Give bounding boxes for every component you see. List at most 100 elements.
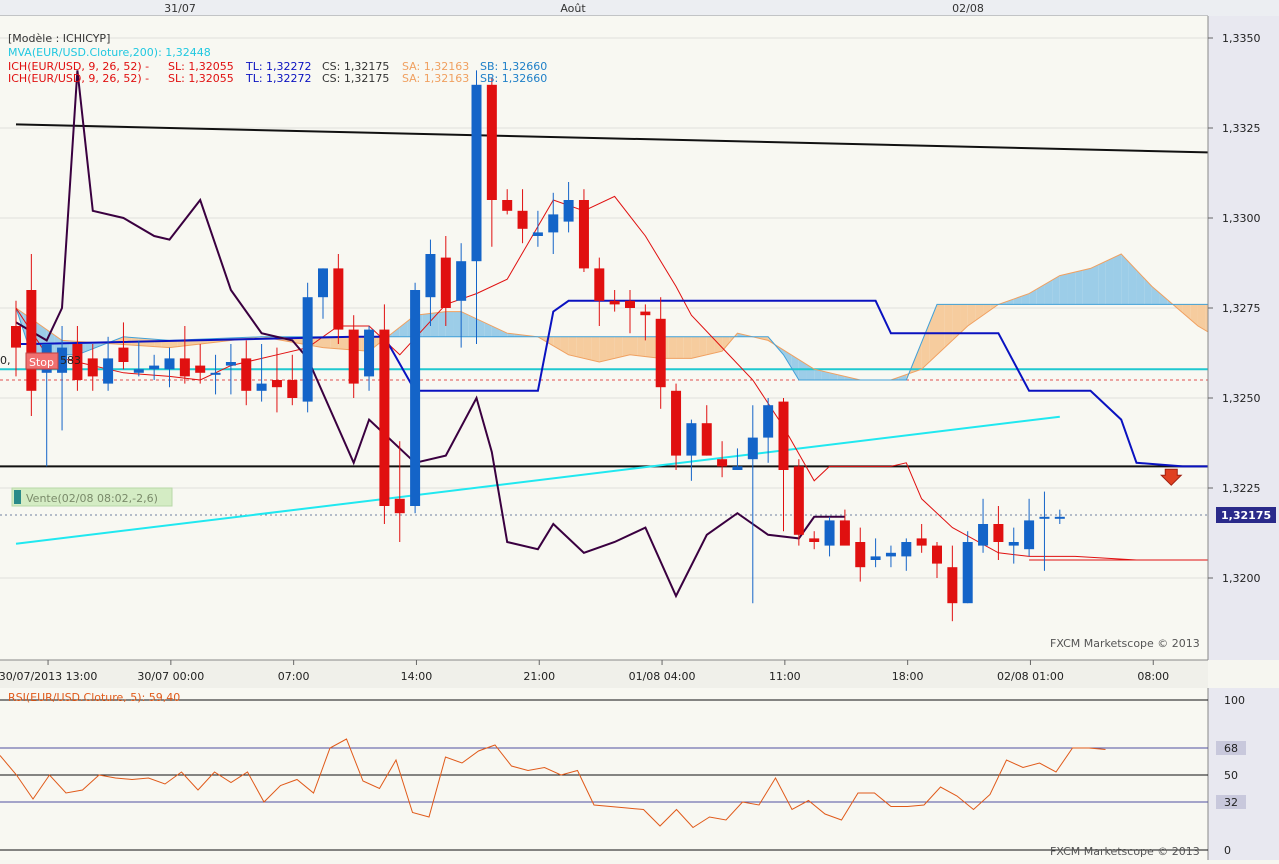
candle[interactable] [179, 326, 190, 384]
stop-annotation[interactable]: 0, Stop 583 [0, 352, 81, 370]
candle[interactable] [1039, 491, 1050, 571]
legend-mva: MVA(EUR/USD.Cloture,200): 1,32448 [8, 46, 211, 59]
tenkan-line [15, 195, 1168, 561]
candle[interactable] [57, 326, 68, 431]
candle[interactable] [747, 405, 758, 604]
candle[interactable] [379, 304, 390, 524]
candle[interactable] [870, 538, 881, 568]
candle[interactable] [348, 315, 359, 398]
cloud-segment [614, 336, 623, 359]
candle-body [1039, 516, 1050, 519]
candle-body [318, 268, 328, 298]
sell-annotation[interactable]: Vente(02/08 08:02,-2,6) [11, 487, 173, 507]
candle[interactable] [72, 326, 83, 391]
cloud-segment [630, 336, 638, 356]
candle[interactable] [947, 545, 958, 622]
candle[interactable] [563, 182, 574, 233]
candle[interactable] [471, 70, 482, 344]
candle[interactable] [1054, 509, 1065, 524]
candle[interactable] [456, 243, 467, 348]
candle[interactable] [809, 531, 820, 550]
candle[interactable] [978, 498, 989, 553]
candle[interactable] [118, 322, 129, 370]
candle[interactable] [686, 419, 697, 481]
cloud-segment [560, 336, 569, 355]
candle[interactable] [164, 347, 175, 388]
candle[interactable] [793, 459, 804, 546]
legend-sl-2: SL: 1,32055 [168, 72, 234, 85]
cloud-segment [1021, 293, 1030, 305]
cloud-segment [330, 336, 339, 349]
cloud-segment [323, 336, 331, 349]
candle[interactable] [11, 300, 21, 377]
candle[interactable] [149, 354, 160, 380]
candle[interactable] [732, 448, 743, 470]
sell-badge[interactable] [11, 487, 173, 507]
candle[interactable] [302, 282, 313, 413]
candle[interactable] [993, 506, 1004, 560]
candle[interactable] [87, 344, 98, 391]
candle[interactable] [916, 524, 927, 553]
candle[interactable] [1008, 527, 1019, 564]
candle[interactable] [440, 236, 451, 326]
candle[interactable] [824, 516, 835, 557]
cloud-segment [821, 371, 830, 380]
candle[interactable] [578, 189, 589, 272]
candles-group[interactable] [11, 70, 1065, 622]
candle[interactable] [486, 77, 497, 247]
candle[interactable] [517, 189, 528, 244]
candle[interactable] [225, 344, 236, 395]
candle[interactable] [701, 405, 712, 456]
cloud-segment [683, 336, 692, 359]
candle-body [671, 390, 682, 456]
legend-cs: CS: 1,32175 [322, 60, 389, 73]
candle[interactable] [609, 290, 620, 312]
candle[interactable] [962, 531, 973, 604]
candle[interactable] [287, 354, 298, 406]
candle[interactable] [394, 441, 405, 542]
candle[interactable] [932, 542, 942, 578]
price-axis[interactable]: 1,3200 1,3225 1,3250 1,3275 1,3300 1,3325 1,33… [1207, 16, 1279, 660]
rsi-panel[interactable]: 0 32 50 68 100 [0, 688, 1279, 860]
candle[interactable] [364, 326, 375, 391]
time-tick-label: 14:00 [401, 670, 433, 683]
price-panel[interactable] [0, 16, 1245, 660]
candle[interactable] [271, 347, 282, 413]
candle[interactable] [671, 383, 682, 470]
candle[interactable] [594, 257, 605, 326]
candle[interactable] [210, 354, 221, 395]
cloud-segment [699, 336, 707, 357]
candle[interactable] [717, 441, 728, 478]
cloud-segment [722, 336, 730, 352]
candle[interactable] [318, 268, 328, 319]
candle[interactable] [839, 509, 850, 546]
rsi-axis-bg [1208, 688, 1279, 860]
candle-body [456, 261, 467, 301]
candle[interactable] [763, 398, 774, 463]
candle[interactable] [548, 192, 559, 254]
cloud-segment [814, 369, 822, 380]
stop-badge[interactable] [25, 352, 59, 370]
candle-body [855, 542, 866, 568]
candle[interactable] [133, 340, 144, 377]
candle[interactable] [256, 344, 267, 402]
candle[interactable] [855, 527, 866, 582]
candle[interactable] [625, 290, 635, 334]
candle[interactable] [1024, 498, 1035, 557]
candle[interactable] [502, 189, 513, 215]
candle[interactable] [410, 282, 421, 514]
candle[interactable] [655, 297, 666, 409]
cloud-segment [1182, 304, 1191, 320]
candle[interactable] [778, 398, 789, 532]
cloud-segment [1128, 262, 1137, 305]
candle[interactable] [901, 538, 912, 571]
candle[interactable] [532, 210, 543, 247]
candle[interactable] [195, 344, 206, 384]
candle[interactable] [333, 254, 344, 344]
candle[interactable] [103, 336, 114, 391]
candle[interactable] [640, 304, 651, 341]
candle[interactable] [241, 340, 252, 406]
candle[interactable] [885, 545, 896, 568]
candle[interactable] [26, 254, 37, 416]
candle[interactable] [425, 239, 436, 326]
